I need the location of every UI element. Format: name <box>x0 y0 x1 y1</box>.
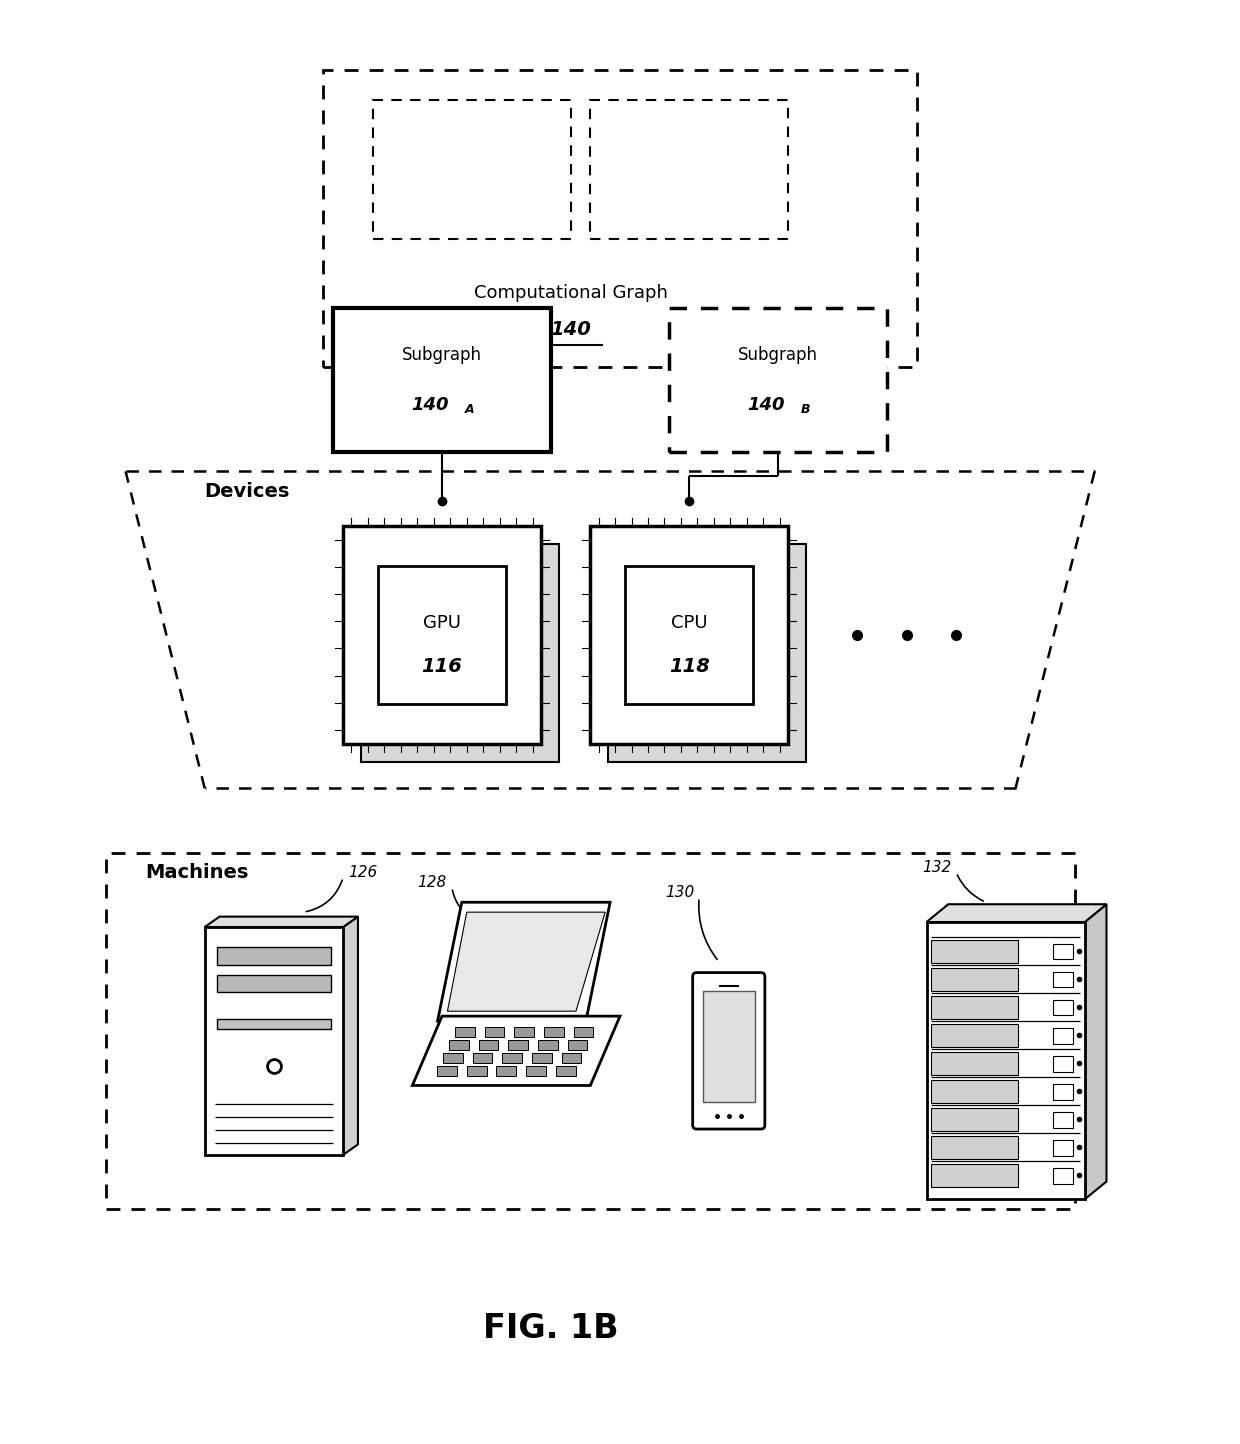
Bar <box>590 526 789 744</box>
Polygon shape <box>413 1017 620 1086</box>
Bar <box>926 923 1085 1200</box>
Text: FIG. 1B: FIG. 1B <box>482 1311 619 1344</box>
Bar <box>217 975 331 992</box>
Text: 140: 140 <box>412 396 449 413</box>
Bar <box>1053 1084 1073 1100</box>
Bar <box>703 992 755 1102</box>
Bar <box>515 1027 534 1037</box>
Bar <box>205 927 343 1155</box>
Text: CPU: CPU <box>671 614 708 632</box>
Bar <box>324 71 916 367</box>
Bar <box>217 947 331 965</box>
Polygon shape <box>438 902 610 1021</box>
Text: Machines: Machines <box>145 864 249 882</box>
Bar <box>931 967 1018 991</box>
Text: 118: 118 <box>668 657 709 676</box>
Text: Computational Graph: Computational Graph <box>474 284 667 302</box>
Bar <box>485 1027 505 1037</box>
Bar <box>496 1066 516 1076</box>
Text: 140: 140 <box>748 396 785 413</box>
Bar <box>931 940 1018 963</box>
Bar <box>508 1040 528 1050</box>
Bar <box>1053 1168 1073 1184</box>
Text: Subgraph: Subgraph <box>402 347 482 364</box>
Bar <box>590 100 789 238</box>
Bar <box>1053 1056 1073 1071</box>
Text: B: B <box>801 403 811 416</box>
Bar <box>334 308 551 452</box>
Text: 130: 130 <box>665 885 694 900</box>
Bar <box>931 1080 1018 1103</box>
Bar <box>361 544 559 761</box>
Bar <box>105 853 1075 1209</box>
Text: 132: 132 <box>923 861 951 875</box>
Bar <box>1053 1141 1073 1155</box>
Bar <box>556 1066 575 1076</box>
Text: A: A <box>465 403 475 416</box>
Bar <box>1053 1028 1073 1044</box>
Bar <box>449 1040 469 1050</box>
Bar <box>343 526 541 744</box>
Polygon shape <box>926 904 1106 923</box>
FancyBboxPatch shape <box>693 973 765 1129</box>
Bar <box>562 1053 582 1063</box>
Bar <box>436 1066 456 1076</box>
Bar <box>568 1040 588 1050</box>
Bar <box>608 544 806 761</box>
Text: 126: 126 <box>348 865 377 879</box>
Text: Subgraph: Subgraph <box>738 347 818 364</box>
Bar <box>931 1136 1018 1160</box>
Bar <box>532 1053 552 1063</box>
Bar <box>931 1024 1018 1047</box>
Bar <box>373 100 570 238</box>
Polygon shape <box>343 917 358 1155</box>
Bar <box>466 1066 486 1076</box>
Text: 140: 140 <box>551 321 591 339</box>
Bar <box>544 1027 564 1037</box>
Bar <box>574 1027 593 1037</box>
Bar <box>931 1108 1018 1131</box>
Bar <box>378 566 506 705</box>
Bar <box>1053 972 1073 988</box>
Text: 128: 128 <box>418 875 446 890</box>
Bar <box>455 1027 475 1037</box>
Text: 116: 116 <box>422 657 463 676</box>
Bar <box>1053 1112 1073 1128</box>
Bar <box>1053 944 1073 959</box>
Bar <box>931 996 1018 1019</box>
Bar <box>502 1053 522 1063</box>
Polygon shape <box>205 917 358 927</box>
Bar <box>443 1053 463 1063</box>
Bar <box>625 566 754 705</box>
Text: Devices: Devices <box>205 482 290 501</box>
Bar <box>931 1164 1018 1187</box>
Bar <box>217 1019 331 1030</box>
Bar <box>931 1053 1018 1076</box>
Bar <box>538 1040 558 1050</box>
Bar <box>479 1040 498 1050</box>
Bar <box>472 1053 492 1063</box>
Text: GPU: GPU <box>423 614 461 632</box>
Bar <box>670 308 887 452</box>
Polygon shape <box>448 913 605 1011</box>
Bar <box>1053 1001 1073 1015</box>
Bar <box>526 1066 546 1076</box>
Polygon shape <box>1085 904 1106 1200</box>
